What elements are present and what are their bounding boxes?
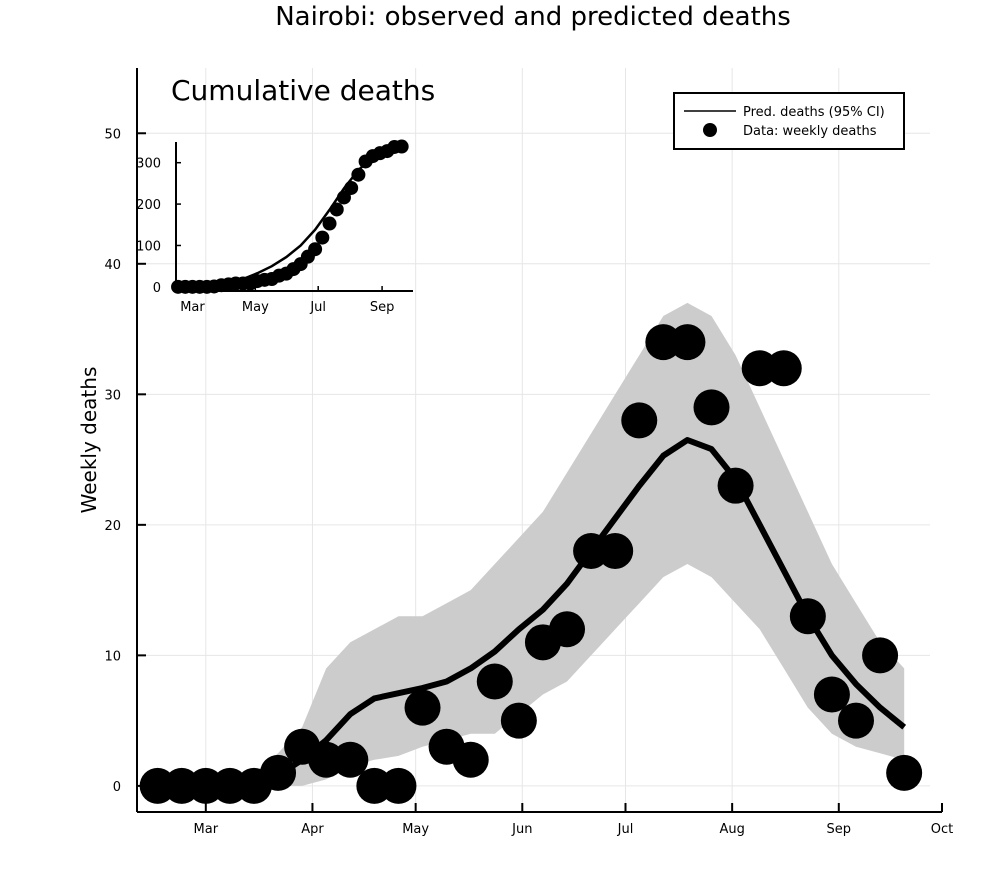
y-tick-label: 40 bbox=[104, 258, 121, 273]
inset-cumulative-points bbox=[171, 139, 409, 294]
inset-data-point bbox=[322, 216, 337, 231]
inset-data-point bbox=[394, 139, 409, 154]
inset-data-point bbox=[308, 242, 323, 257]
x-tick-label: Mar bbox=[194, 822, 219, 837]
inset-data-point bbox=[336, 190, 351, 205]
inset-data-point bbox=[344, 180, 359, 195]
inset-x-tick-label: Mar bbox=[180, 300, 205, 315]
x-tick-label: Oct bbox=[931, 822, 953, 837]
inset-y-tick-label: 300 bbox=[136, 157, 161, 172]
inset-x-tick-label: Jul bbox=[309, 300, 326, 315]
data-point bbox=[621, 402, 658, 439]
inset-chart: Cumulative deaths Mar May Jul Sep 0 100 200 300 bbox=[136, 74, 435, 315]
x-tick-label: May bbox=[402, 822, 429, 837]
chart-title: Nairobi: observed and predicted deaths bbox=[275, 2, 791, 32]
data-point bbox=[597, 532, 634, 569]
inset-y-tick-label: 100 bbox=[136, 239, 161, 254]
x-tick-label: Jul bbox=[617, 822, 634, 837]
inset-data-point bbox=[351, 167, 366, 182]
data-point bbox=[813, 676, 850, 713]
data-point bbox=[862, 637, 899, 674]
data-point bbox=[500, 702, 537, 739]
data-point bbox=[476, 663, 513, 700]
y-axis-label: Weekly deaths bbox=[77, 367, 101, 514]
inset-x-tick-label: May bbox=[242, 300, 269, 315]
data-point bbox=[669, 324, 706, 361]
data-point bbox=[765, 350, 802, 387]
data-point bbox=[549, 611, 586, 648]
y-tick-label: 20 bbox=[104, 519, 121, 534]
y-tick-label: 50 bbox=[104, 127, 121, 142]
y-tick-label: 30 bbox=[104, 388, 121, 403]
data-point bbox=[693, 389, 730, 426]
data-point bbox=[380, 767, 417, 804]
inset-x-tick-label: Sep bbox=[370, 300, 395, 315]
data-point bbox=[260, 754, 297, 791]
data-point bbox=[886, 754, 923, 791]
y-tick-label: 10 bbox=[104, 649, 121, 664]
inset-title: Cumulative deaths bbox=[171, 74, 435, 107]
inset-axes bbox=[175, 142, 413, 292]
inset-y-tick-label: 0 bbox=[153, 281, 161, 296]
x-tick-label: Apr bbox=[301, 822, 324, 837]
main-axes bbox=[136, 68, 943, 813]
data-point bbox=[789, 598, 826, 635]
legend-label-prediction: Pred. deaths (95% CI) bbox=[743, 105, 885, 120]
y-tick-label: 0 bbox=[113, 780, 121, 795]
data-point bbox=[837, 702, 874, 739]
inset-data-point bbox=[329, 202, 344, 217]
inset-data-point bbox=[315, 230, 330, 245]
legend-frame bbox=[673, 92, 905, 150]
x-tick-label: Aug bbox=[719, 822, 744, 837]
x-tick-label: Sep bbox=[827, 822, 852, 837]
main-tick-labels: Mar Apr May Jun Jul Aug Sep Oct 0 10 20 30 40 50 bbox=[104, 127, 953, 837]
inset-y-tick-label: 200 bbox=[136, 198, 161, 213]
legend-label-data: Data: weekly deaths bbox=[743, 124, 877, 139]
data-point bbox=[404, 689, 441, 726]
weekly-deaths-points bbox=[139, 324, 923, 804]
data-point bbox=[332, 741, 369, 778]
legend: Pred. deaths (95% CI) Data: weekly death… bbox=[673, 92, 905, 150]
x-tick-label: Jun bbox=[511, 822, 532, 837]
data-point bbox=[452, 741, 489, 778]
inset-tick-labels: Mar May Jul Sep 0 100 200 300 bbox=[136, 157, 394, 315]
legend-marker-swatch bbox=[703, 123, 717, 137]
data-point bbox=[717, 467, 754, 504]
